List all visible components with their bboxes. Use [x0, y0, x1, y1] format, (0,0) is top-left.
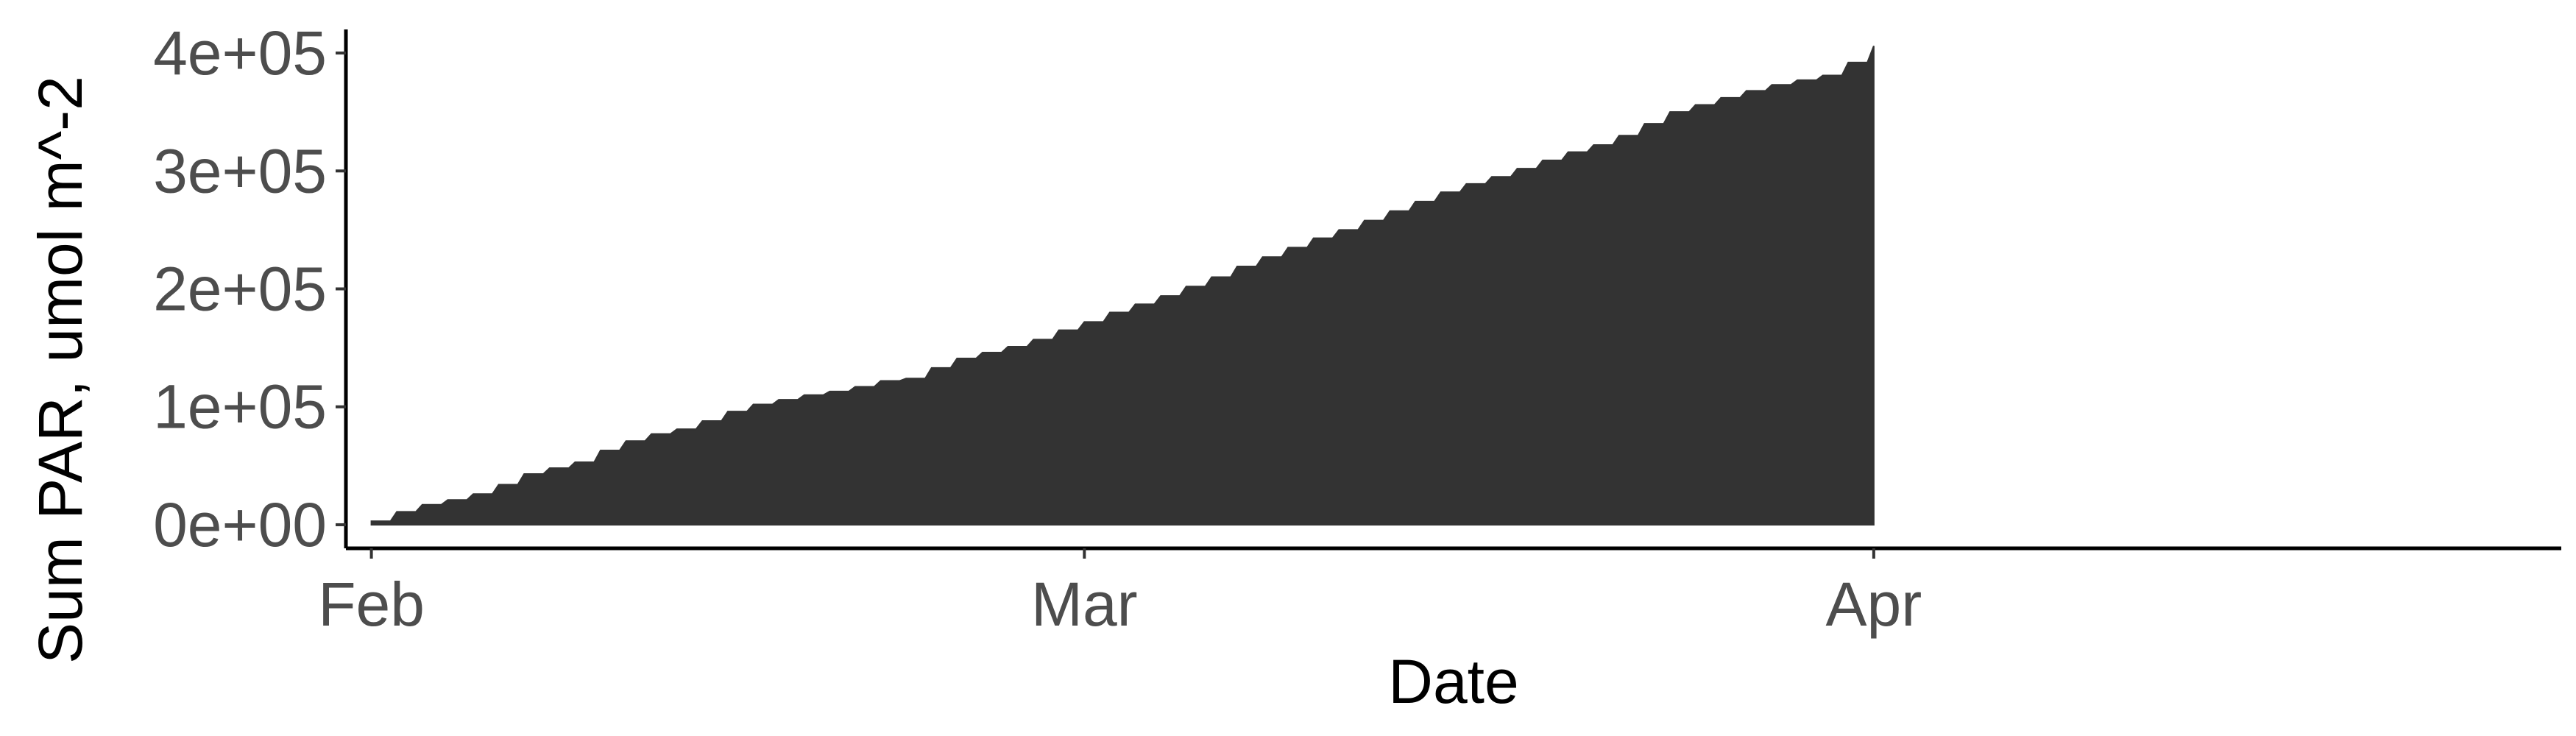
- plot-area: [370, 46, 1875, 526]
- y-tick-label: 0e+00: [153, 490, 327, 559]
- y-tick-label: 1e+05: [153, 372, 327, 442]
- y-tick-label: 3e+05: [153, 136, 327, 205]
- y-axis-ticks: 0e+00 1e+05 2e+05 3e+05 4e+05: [153, 18, 346, 559]
- x-tick-label: Mar: [1031, 570, 1138, 639]
- x-axis-ticks: Feb Mar Apr: [318, 548, 1922, 639]
- y-tick-label: 2e+05: [153, 255, 327, 324]
- y-tick-label: 4e+05: [153, 18, 327, 88]
- y-axis-title: Sum PAR, umol m^-2: [26, 76, 95, 664]
- area-series: [370, 46, 1875, 526]
- x-tick-label: Apr: [1826, 570, 1922, 639]
- x-tick-label: Feb: [318, 570, 425, 639]
- x-axis-title: Date: [1388, 647, 1518, 716]
